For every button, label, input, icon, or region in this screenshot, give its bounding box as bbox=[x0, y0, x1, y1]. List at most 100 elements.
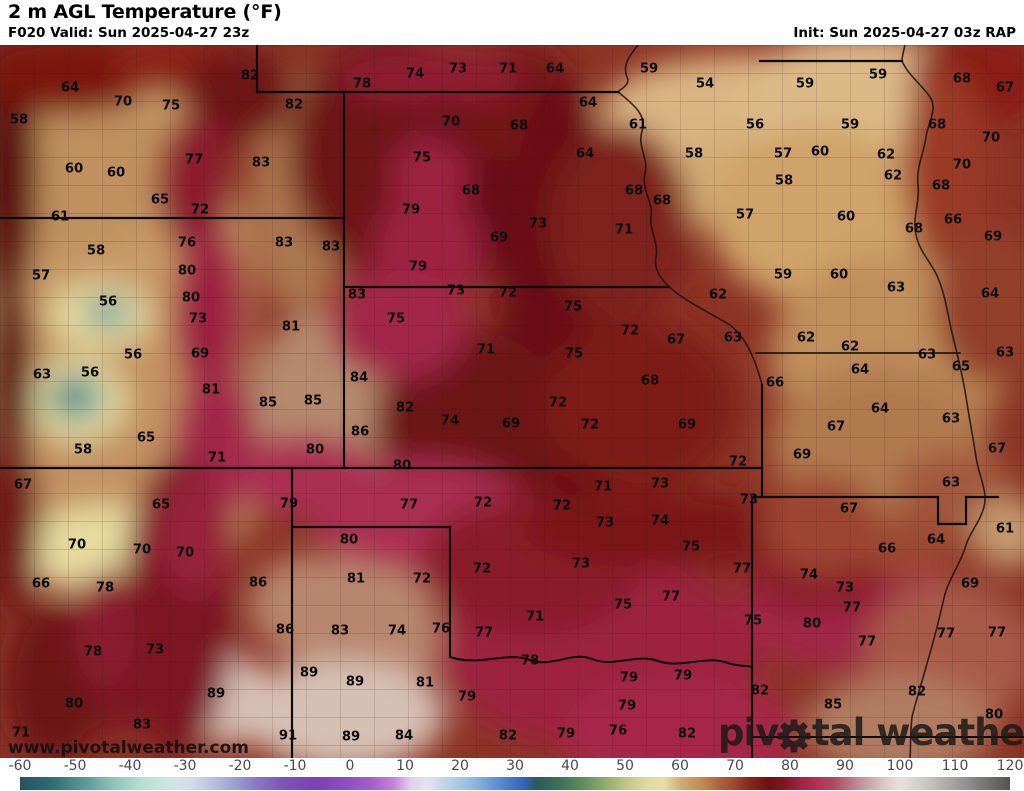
temp-label: 89 bbox=[342, 730, 360, 745]
temp-label: 71 bbox=[12, 726, 30, 741]
temp-label: 64 bbox=[851, 363, 869, 378]
temp-label: 73 bbox=[529, 217, 547, 232]
temp-label: 82 bbox=[396, 401, 414, 416]
temp-label: 75 bbox=[614, 598, 632, 613]
temp-label: 70 bbox=[442, 115, 460, 130]
temp-label: 68 bbox=[653, 194, 671, 209]
temp-label: 67 bbox=[988, 442, 1006, 457]
temp-label: 59 bbox=[869, 68, 887, 83]
temp-label: 62 bbox=[797, 331, 815, 346]
temp-label: 69 bbox=[984, 230, 1002, 245]
temp-label: 64 bbox=[871, 402, 889, 417]
temp-label: 75 bbox=[387, 312, 405, 327]
temp-label: 68 bbox=[905, 222, 923, 237]
colorbar-tick: 40 bbox=[561, 758, 579, 774]
valid-time: F020 Valid: Sun 2025-04-27 23z bbox=[8, 25, 250, 41]
temp-label: 73 bbox=[189, 312, 207, 327]
temp-label: 73 bbox=[146, 643, 164, 658]
temp-label: 67 bbox=[996, 81, 1014, 96]
temp-label: 74 bbox=[651, 514, 669, 529]
temp-label: 62 bbox=[877, 148, 895, 163]
temp-label: 79 bbox=[402, 203, 420, 218]
temp-label: 83 bbox=[348, 288, 366, 303]
temp-label: 57 bbox=[32, 269, 50, 284]
colorbar-tick: 30 bbox=[506, 758, 524, 774]
temp-label: 62 bbox=[841, 340, 859, 355]
temp-label: 66 bbox=[878, 542, 896, 557]
temp-label: 70 bbox=[176, 546, 194, 561]
temp-label: 80 bbox=[803, 617, 821, 632]
temp-label: 70 bbox=[953, 158, 971, 173]
temp-label: 75 bbox=[565, 347, 583, 362]
colorbar-tick: 100 bbox=[886, 758, 914, 774]
temp-label: 69 bbox=[502, 417, 520, 432]
temp-label: 76 bbox=[609, 724, 627, 739]
temp-label: 60 bbox=[811, 145, 829, 160]
temp-label: 83 bbox=[322, 240, 340, 255]
temp-label: 72 bbox=[553, 499, 571, 514]
temp-label: 67 bbox=[14, 478, 32, 493]
temp-label: 63 bbox=[724, 331, 742, 346]
county-borders bbox=[0, 45, 1024, 758]
temp-label: 57 bbox=[736, 208, 754, 223]
temp-label: 75 bbox=[682, 540, 700, 555]
colorbar-tick: 110 bbox=[941, 758, 969, 774]
temp-label: 60 bbox=[830, 268, 848, 283]
colorbar-tick: -20 bbox=[228, 758, 252, 774]
weather-map: 58 64 70 75 82 60 60 77 65 72 61 58 76 80 57 78 74 73 82 70… bbox=[0, 35, 1024, 791]
temp-label: 60 bbox=[837, 210, 855, 225]
temp-label: 58 bbox=[74, 443, 92, 458]
temp-label: 62 bbox=[884, 169, 902, 184]
temp-label: 60 bbox=[65, 162, 83, 177]
temp-label: 60 bbox=[107, 166, 125, 181]
temp-label: 91 bbox=[279, 729, 297, 744]
temp-label: 58 bbox=[10, 113, 28, 128]
temp-label: 59 bbox=[640, 62, 658, 77]
colorbar-tick: -40 bbox=[118, 758, 142, 774]
colorbar-tick: -10 bbox=[283, 758, 307, 774]
temp-label: 59 bbox=[796, 77, 814, 92]
temp-label: 86 bbox=[276, 623, 294, 638]
temp-label: 82 bbox=[499, 729, 517, 744]
temp-label: 56 bbox=[99, 295, 117, 310]
temp-label: 65 bbox=[152, 498, 170, 513]
temp-label: 69 bbox=[490, 231, 508, 246]
temp-label: 85 bbox=[259, 396, 277, 411]
header: 2 m AGL Temperature (°F) F020 Valid: Sun… bbox=[0, 0, 1024, 45]
temp-label: 83 bbox=[275, 236, 293, 251]
temp-label: 67 bbox=[667, 333, 685, 348]
temp-label: 83 bbox=[331, 624, 349, 639]
temp-label: 70 bbox=[68, 538, 86, 553]
temp-label: 71 bbox=[526, 610, 544, 625]
temp-label: 68 bbox=[641, 374, 659, 389]
gear-icon bbox=[777, 719, 811, 753]
colorbar-gradient bbox=[20, 777, 1010, 790]
temp-label: 73 bbox=[447, 284, 465, 299]
watermark: www.pivotalweather.com bbox=[8, 738, 249, 758]
colorbar-tick: -50 bbox=[63, 758, 87, 774]
colorbar-tick: 50 bbox=[616, 758, 634, 774]
colorbar-tick: 70 bbox=[726, 758, 744, 774]
temp-label: 68 bbox=[953, 72, 971, 87]
temp-label: 62 bbox=[709, 288, 727, 303]
state-borders bbox=[0, 43, 1024, 760]
temp-label: 78 bbox=[353, 77, 371, 92]
temp-label: 61 bbox=[51, 210, 69, 225]
temp-label: 68 bbox=[932, 179, 950, 194]
temp-label: 63 bbox=[887, 281, 905, 296]
temp-label: 72 bbox=[729, 455, 747, 470]
temp-label: 72 bbox=[581, 418, 599, 433]
temp-label: 85 bbox=[304, 394, 322, 409]
temp-label: 56 bbox=[81, 366, 99, 381]
temp-label: 89 bbox=[346, 675, 364, 690]
temp-label: 71 bbox=[615, 223, 633, 238]
temp-label: 75 bbox=[564, 300, 582, 315]
temp-label: 83 bbox=[133, 718, 151, 733]
temp-label: 61 bbox=[996, 522, 1014, 537]
temp-label: 59 bbox=[774, 268, 792, 283]
temp-label: 80 bbox=[985, 708, 1003, 723]
temp-label: 85 bbox=[824, 698, 842, 713]
temp-label: 84 bbox=[395, 729, 413, 744]
temp-label: 70 bbox=[114, 95, 132, 110]
